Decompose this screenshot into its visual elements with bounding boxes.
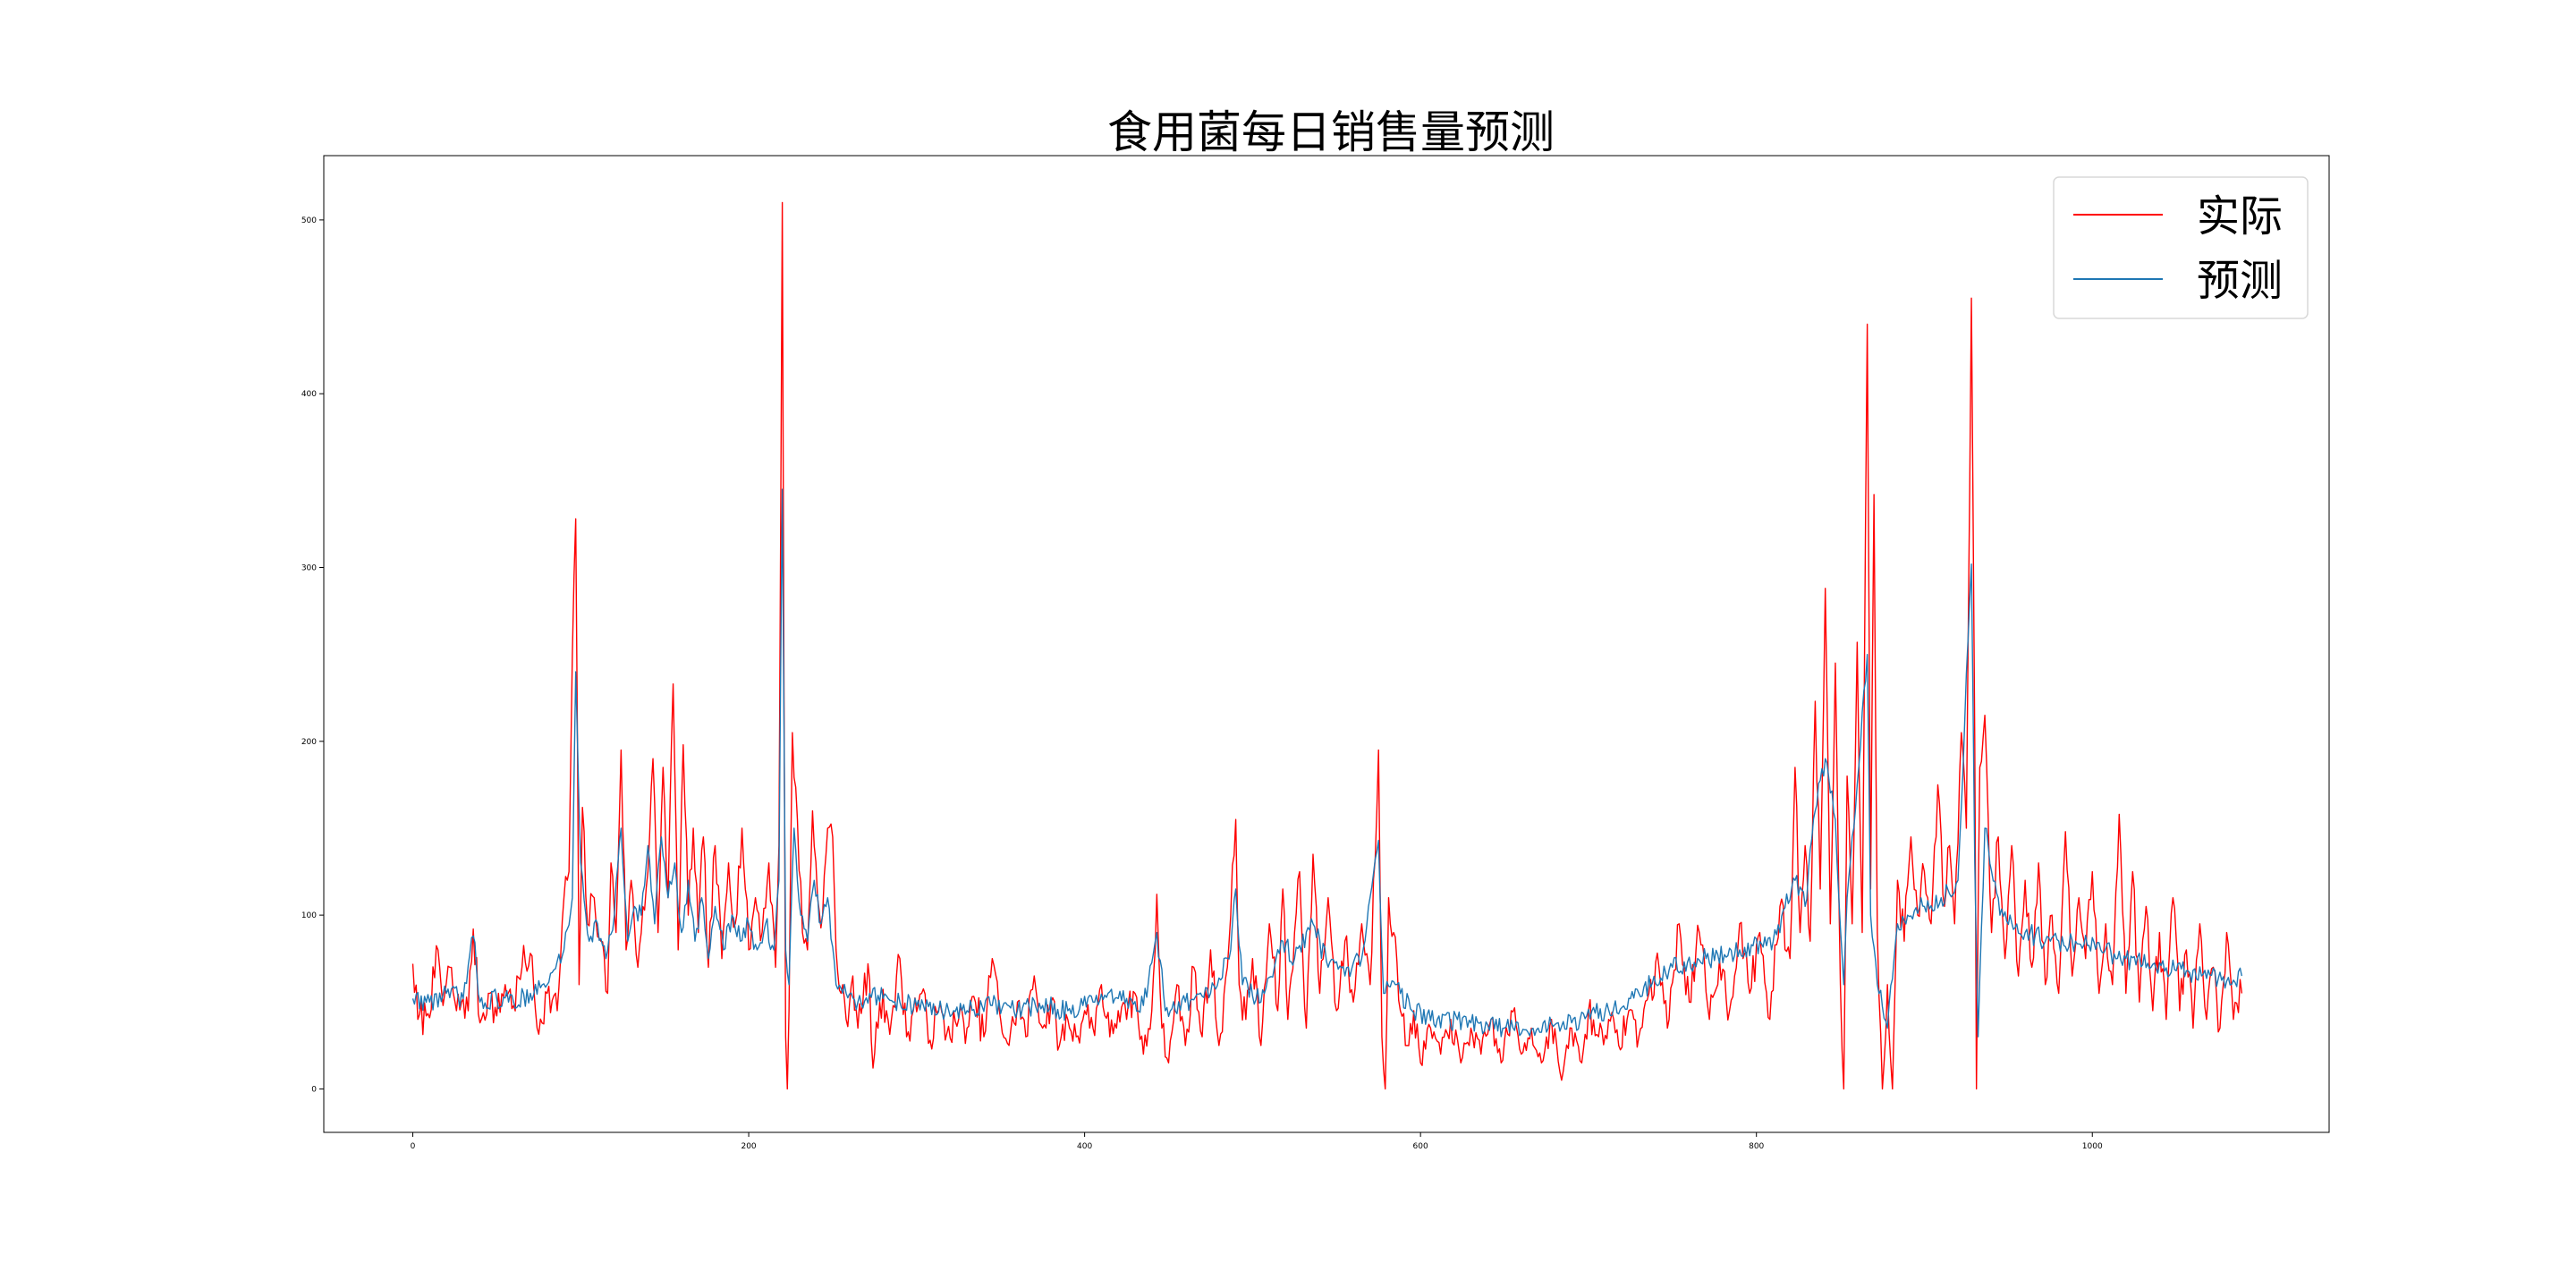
- y-tick-label: 300: [301, 564, 317, 573]
- x-tick-label: 800: [1749, 1142, 1764, 1151]
- legend: 实际 预测: [2053, 176, 2309, 319]
- y-tick-label: 0: [311, 1085, 317, 1094]
- x-tick-label: 600: [1413, 1142, 1428, 1151]
- chart-title: 食用菌每日销售量预测: [1107, 106, 1555, 158]
- axis-layer: 0 200 400 600 800 1000 0 100 200 300 400 500: [301, 216, 2103, 1151]
- x-tick-label: 200: [741, 1142, 756, 1151]
- series-layer: [411, 201, 2243, 1090]
- plot-frame: [323, 155, 2330, 1133]
- y-tick-label: 200: [301, 738, 317, 747]
- y-tick-label: 100: [301, 911, 317, 920]
- series-line-actual: [411, 201, 2243, 1090]
- legend-label-actual: 实际: [2197, 191, 2283, 242]
- y-tick-label: 400: [301, 390, 317, 399]
- y-tick-label: 500: [301, 216, 317, 225]
- x-tick-label: 0: [411, 1142, 416, 1151]
- series-line-predicted: [411, 488, 2243, 1038]
- legend-label-predicted: 预测: [2197, 256, 2283, 306]
- x-tick-label: 400: [1077, 1142, 1092, 1151]
- x-tick-label: 1000: [2082, 1142, 2103, 1151]
- legend-box: [2053, 176, 2309, 319]
